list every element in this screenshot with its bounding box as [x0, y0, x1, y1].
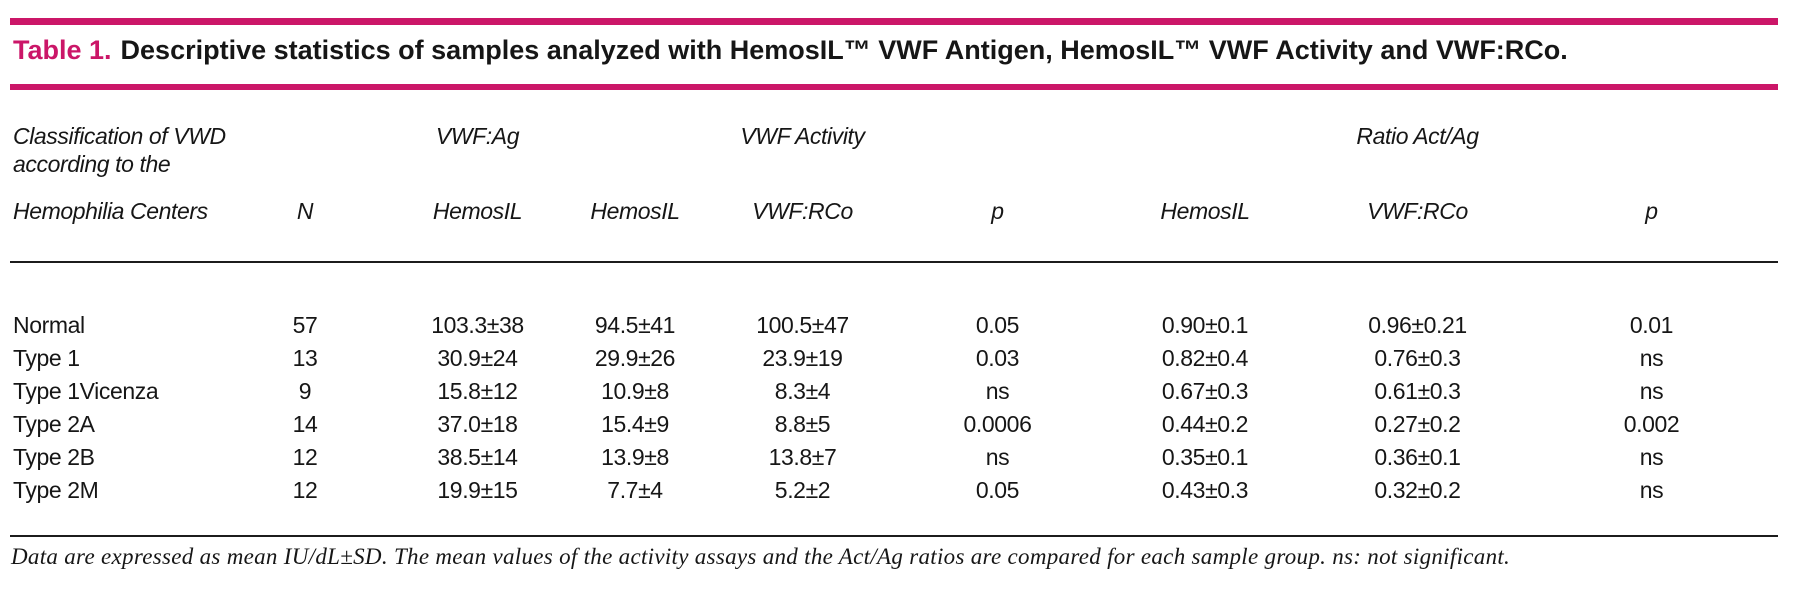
column-header-p: p — [895, 196, 1100, 263]
table-cell: 0.61±0.3 — [1374, 378, 1461, 404]
table-cell: 15.8±12 — [437, 378, 518, 404]
column-header-n: N — [215, 196, 395, 263]
table-cell: 94.5±41 — [594, 312, 676, 338]
table-cell: 12 — [215, 474, 395, 537]
table-cell: 23.9±19 — [762, 345, 843, 371]
table-cell: 0.002 — [1623, 411, 1680, 437]
table-cell: 10.9±8 — [601, 378, 669, 404]
table-row-type1vicenza: Type 1Vicenza 9 15.8±12 10.9±8 8.3±4 ns … — [10, 375, 1778, 408]
table-cell: 14 — [292, 411, 318, 437]
row-header-label: Classification of VWD according to the — [10, 108, 226, 196]
table-row-type2b: Type 2B 12 38.5±14 13.9±8 13.8±7 ns 0.35… — [10, 441, 1778, 474]
table-cell: 0.90±0.1 — [1161, 312, 1249, 338]
table-cell: 12 — [292, 444, 318, 470]
spacer-cell — [1525, 108, 1778, 196]
column-header-ratio-vwf-rco: VWF:RCo — [1310, 196, 1525, 263]
group-header-vwf-ag: VWF:Ag — [435, 123, 520, 149]
row-header-line2: according to the — [13, 151, 171, 177]
table-cell: 0.32±0.2 — [1310, 474, 1525, 537]
table-cell: 30.9±24 — [437, 345, 518, 371]
row-label: Type 2B — [13, 444, 95, 470]
row-header-line3: Hemophilia Centers — [10, 196, 215, 263]
table-caption: Descriptive statistics of samples analyz… — [120, 35, 1568, 65]
table-row-type1: Type 1 13 30.9±24 29.9±26 23.9±19 0.03 0… — [10, 342, 1778, 375]
table-cell: 0.82±0.4 — [1161, 345, 1249, 371]
table-cell: 38.5±14 — [437, 444, 518, 470]
row-label: Type 1Vicenza — [13, 378, 159, 404]
table-cell: ns — [985, 378, 1010, 404]
table-footnote: Data are expressed as mean IU/dL±SD. The… — [11, 544, 1511, 569]
table-header: Classification of VWD according to the V… — [10, 108, 1778, 263]
row-label: Normal — [13, 312, 85, 338]
column-header-ratio-p: p — [1525, 196, 1778, 263]
title-accent-rule — [10, 84, 1778, 90]
group-header-ratio-act-ag: Ratio Act/Ag — [1356, 123, 1479, 149]
spacer-cell — [1100, 108, 1310, 196]
table-cell: 37.0±18 — [437, 411, 518, 437]
table-cell: 0.43±0.3 — [1100, 474, 1310, 537]
table-cell: ns — [1525, 474, 1778, 537]
statistics-table: Classification of VWD according to the V… — [10, 108, 1778, 537]
row-header-line1: Classification of VWD — [13, 123, 226, 149]
table-cell: 103.3±38 — [431, 312, 524, 338]
table-cell: 15.4±9 — [601, 411, 669, 437]
header-columns-row: Hemophilia Centers N HemosIL HemosIL VWF… — [10, 196, 1778, 263]
table-cell: 5.2±2 — [710, 474, 895, 537]
table-cell: 8.8±5 — [774, 411, 831, 437]
column-header-vwf-rco: VWF:RCo — [710, 196, 895, 263]
table-cell: 57 — [292, 312, 318, 338]
column-header-ratio-hemosil: HemosIL — [1100, 196, 1310, 263]
top-accent-rule — [10, 18, 1778, 25]
table-cell: 0.36±0.1 — [1374, 444, 1461, 470]
spacer-cell — [215, 108, 395, 196]
table-cell: 0.96±0.21 — [1368, 312, 1467, 338]
table-cell: 29.9±26 — [594, 345, 676, 371]
table-cell: 9 — [298, 378, 312, 404]
table-cell: 0.35±0.1 — [1161, 444, 1249, 470]
table-title: Table 1. Descriptive statistics of sample… — [13, 34, 1568, 66]
row-label: Type 1 — [13, 345, 80, 371]
spacer-cell — [895, 108, 1100, 196]
table-cell: ns — [1639, 345, 1664, 371]
table-cell: 100.5±47 — [756, 312, 849, 338]
table-cell: 8.3±4 — [774, 378, 831, 404]
table-cell: 0.05 — [975, 312, 1020, 338]
table-cell: 0.44±0.2 — [1161, 411, 1249, 437]
table-cell: 13 — [292, 345, 318, 371]
table-cell: 0.27±0.2 — [1374, 411, 1461, 437]
table-cell: ns — [985, 444, 1010, 470]
table-cell: 0.0006 — [963, 411, 1032, 437]
table-cell: 0.05 — [895, 474, 1100, 537]
table-number: Table 1. — [13, 35, 112, 65]
table-cell: 0.03 — [975, 345, 1020, 371]
table-cell: 0.76±0.3 — [1374, 345, 1461, 371]
group-header-vwf-activity: VWF Activity — [740, 123, 865, 149]
table-row-type2a: Type 2A 14 37.0±18 15.4±9 8.8±5 0.0006 0… — [10, 408, 1778, 441]
table-cell: 19.9±15 — [395, 474, 560, 537]
column-header-hemosil-ag: HemosIL — [395, 196, 560, 263]
column-header-hemosil-activity: HemosIL — [560, 196, 710, 263]
header-group-row: Classification of VWD according to the V… — [10, 108, 1778, 196]
table-cell: 0.01 — [1629, 312, 1674, 338]
table-cell: ns — [1639, 378, 1664, 404]
spacer-cell — [560, 108, 710, 196]
table-row-type2m: Type 2M 12 19.9±15 7.7±4 5.2±2 0.05 0.43… — [10, 474, 1778, 537]
table-cell: 0.67±0.3 — [1161, 378, 1249, 404]
table-cell: 13.9±8 — [601, 444, 669, 470]
table-cell: 13.8±7 — [768, 444, 837, 470]
table-body: Normal 57 103.3±38 94.5±41 100.5±47 0.05… — [10, 262, 1778, 537]
table-cell: ns — [1639, 444, 1664, 470]
table-row-normal: Normal 57 103.3±38 94.5±41 100.5±47 0.05… — [10, 262, 1778, 342]
row-label: Type 2M — [10, 474, 215, 537]
row-label: Type 2A — [13, 411, 95, 437]
table-cell: 7.7±4 — [560, 474, 710, 537]
